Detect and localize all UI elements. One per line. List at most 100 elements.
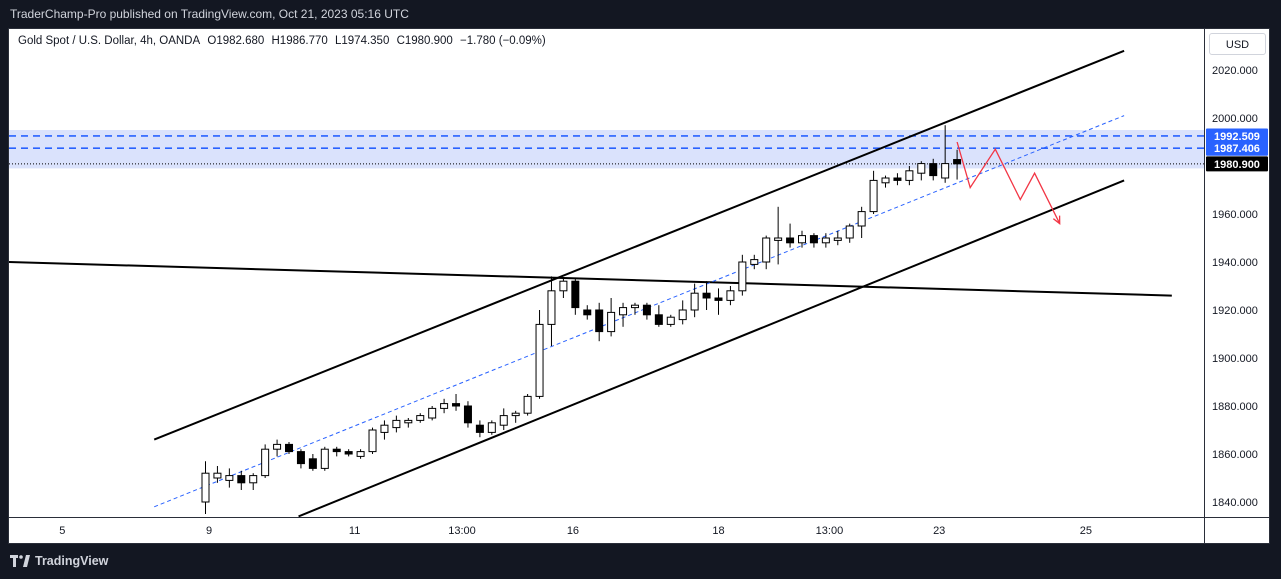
- candle[interactable]: [774, 206, 783, 265]
- candle[interactable]: [607, 298, 616, 337]
- candle[interactable]: [786, 223, 795, 248]
- candle[interactable]: [893, 173, 902, 186]
- candle-body: [619, 307, 628, 316]
- candle[interactable]: [762, 235, 771, 270]
- candle[interactable]: [714, 288, 723, 315]
- candle[interactable]: [237, 470, 246, 490]
- candle-body: [499, 415, 508, 426]
- candle[interactable]: [953, 149, 962, 180]
- candle[interactable]: [869, 170, 878, 214]
- candle[interactable]: [619, 302, 628, 327]
- published-by-header: TraderChamp-Pro published on TradingView…: [10, 7, 409, 21]
- y-tick-label: 1960.000: [1212, 209, 1258, 221]
- candle-body: [678, 309, 687, 321]
- candle[interactable]: [308, 454, 317, 471]
- candle-body: [857, 211, 866, 227]
- candle-body: [654, 314, 663, 325]
- candle[interactable]: [881, 175, 890, 188]
- channel-lower-line[interactable]: [298, 179, 1125, 517]
- candle[interactable]: [905, 166, 914, 186]
- horizontal-trendline[interactable]: [9, 261, 1172, 297]
- candle[interactable]: [798, 230, 806, 248]
- candle[interactable]: [666, 314, 675, 327]
- candle[interactable]: [273, 439, 282, 457]
- candle[interactable]: [595, 302, 604, 342]
- symbol-title[interactable]: Gold Spot / U.S. Dollar, 4h, OANDA: [18, 35, 201, 47]
- candle-body: [821, 237, 830, 244]
- candle-body: [368, 429, 377, 453]
- candle[interactable]: [285, 442, 294, 454]
- candle[interactable]: [678, 300, 687, 325]
- channel-upper-line[interactable]: [153, 49, 1125, 441]
- candle[interactable]: [571, 278, 580, 315]
- candle[interactable]: [726, 286, 735, 306]
- candle[interactable]: [380, 420, 389, 440]
- candle[interactable]: [487, 420, 496, 435]
- candle[interactable]: [213, 466, 222, 483]
- candle[interactable]: [845, 223, 854, 243]
- candle-body: [595, 309, 604, 333]
- candle[interactable]: [917, 161, 926, 181]
- candle[interactable]: [332, 446, 341, 457]
- candle-body: [607, 311, 616, 333]
- candle[interactable]: [511, 410, 520, 423]
- candle-body: [941, 163, 950, 179]
- tradingview-brand: TradingView: [35, 554, 109, 568]
- projection-path[interactable]: [956, 141, 1061, 224]
- candle-body: [296, 451, 305, 465]
- candle[interactable]: [440, 398, 449, 414]
- candle[interactable]: [249, 473, 258, 490]
- candle-body: [344, 451, 353, 455]
- candle[interactable]: [523, 394, 532, 416]
- candle[interactable]: [499, 408, 508, 430]
- candle[interactable]: [559, 278, 568, 298]
- candle[interactable]: [356, 449, 365, 459]
- candle[interactable]: [296, 449, 305, 469]
- price-level-badge: [1206, 156, 1268, 172]
- candle[interactable]: [368, 427, 377, 454]
- candle[interactable]: [416, 413, 425, 423]
- candle[interactable]: [583, 305, 592, 320]
- candle-body: [523, 395, 532, 414]
- currency-button[interactable]: USD: [1209, 33, 1266, 55]
- channel-midline[interactable]: [154, 115, 1125, 508]
- price-level-label: 1987.406: [1214, 143, 1260, 155]
- candle[interactable]: [344, 449, 353, 457]
- candle[interactable]: [320, 446, 329, 471]
- candle[interactable]: [225, 468, 234, 488]
- candle-body: [845, 225, 854, 239]
- candle[interactable]: [750, 254, 759, 270]
- candle[interactable]: [929, 158, 938, 181]
- candle[interactable]: [547, 276, 556, 346]
- candle[interactable]: [475, 420, 484, 438]
- candle[interactable]: [452, 394, 461, 411]
- y-tick-label: 1840.000: [1212, 497, 1258, 509]
- candle[interactable]: [738, 254, 747, 296]
- candle[interactable]: [702, 281, 711, 310]
- candle[interactable]: [463, 401, 472, 428]
- candle-body: [547, 290, 556, 325]
- candle[interactable]: [857, 206, 866, 238]
- candle[interactable]: [833, 230, 842, 246]
- candle[interactable]: [809, 233, 818, 248]
- candle[interactable]: [261, 444, 270, 478]
- x-tick-label: 13:00: [448, 525, 476, 537]
- candle[interactable]: [690, 283, 699, 318]
- candle-body: [714, 297, 723, 301]
- x-tick-label: 16: [567, 525, 579, 537]
- candle[interactable]: [428, 406, 437, 421]
- candle[interactable]: [654, 305, 663, 327]
- candle-body: [201, 472, 210, 503]
- candle[interactable]: [404, 418, 413, 428]
- candle[interactable]: [392, 415, 401, 433]
- candle[interactable]: [201, 461, 210, 514]
- candle[interactable]: [642, 302, 651, 320]
- candle[interactable]: [535, 310, 544, 399]
- candle[interactable]: [941, 125, 950, 183]
- tradingview-logo[interactable]: TradingView: [10, 553, 108, 569]
- candle[interactable]: [821, 233, 830, 248]
- candle[interactable]: [630, 302, 639, 315]
- y-tick-label: 2000.000: [1212, 113, 1258, 125]
- resistance-zone: [9, 130, 1204, 169]
